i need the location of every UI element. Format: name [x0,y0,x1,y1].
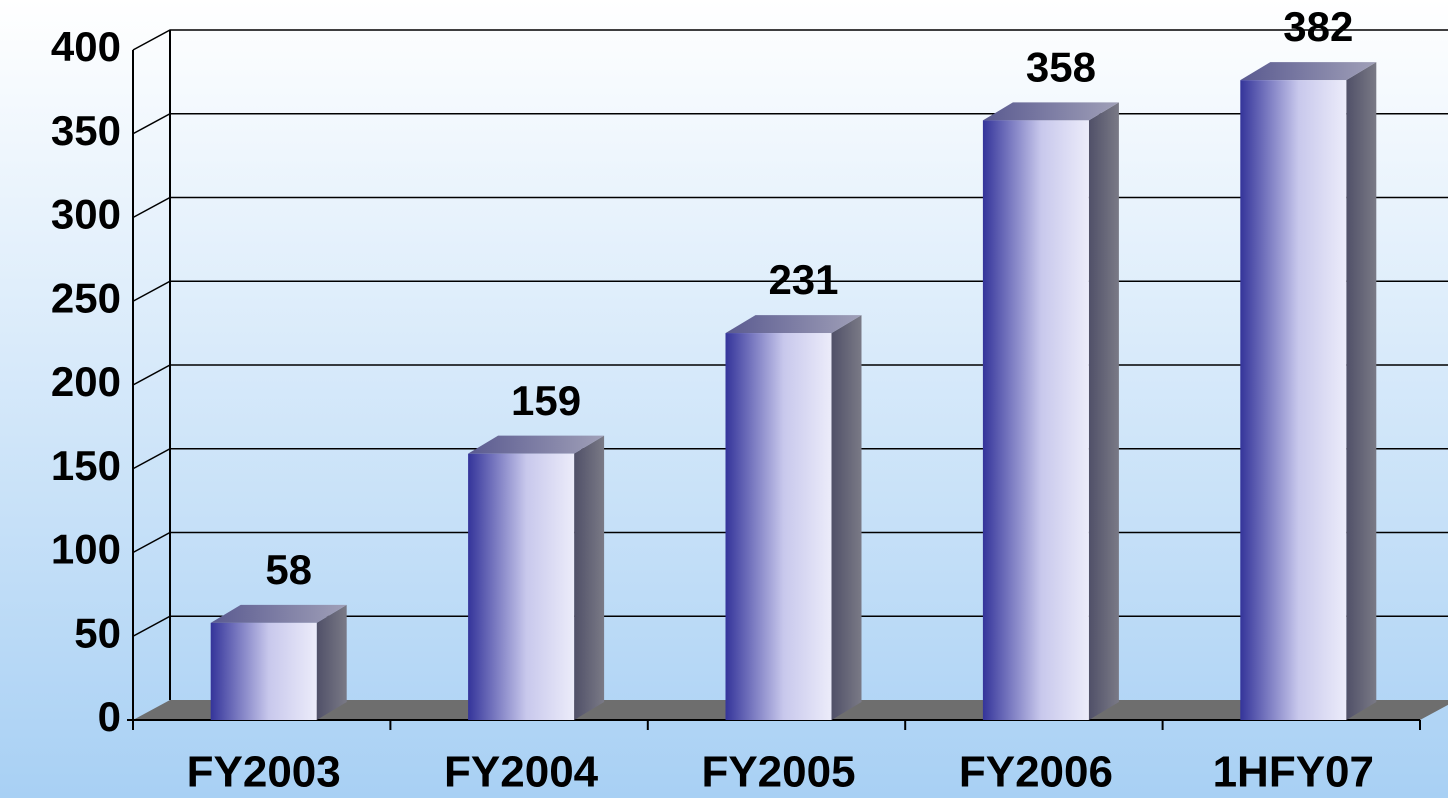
y-tick-label: 400 [51,23,121,70]
y-tick-label: 250 [51,274,121,321]
y-tick-label: 350 [51,107,121,154]
data-label: 382 [1283,3,1353,50]
bar [210,604,347,720]
x-tick-label: FY2006 [959,748,1113,797]
y-tick-label: 300 [51,191,121,238]
data-label: 58 [265,546,312,593]
bar-side [831,315,862,720]
y-tick-label: 150 [51,442,121,489]
data-label: 231 [768,256,838,303]
y-tick-label: 0 [98,693,121,740]
bar-front [982,120,1089,721]
bar-front [210,622,317,720]
bar-side [316,604,347,720]
y-tick-label: 100 [51,526,121,573]
x-tick-label: FY2005 [701,748,855,797]
bar-top [982,102,1119,121]
x-tick-label: 1HFY07 [1213,748,1374,797]
bar [982,102,1119,721]
y-tick-label: 200 [51,358,121,405]
grid-line [132,29,1448,51]
x-tick-label: FY2003 [187,748,341,797]
bar [1240,62,1377,720]
data-label: 358 [1026,43,1096,90]
bar-top [1240,62,1377,81]
bar-front [468,453,575,720]
y-tick-label: 50 [74,609,121,656]
bar-top [468,435,605,454]
bar-side [1088,102,1119,721]
bar [468,435,605,720]
bar-side [1346,62,1377,720]
bar-side [574,435,605,720]
bar-front [1240,80,1347,720]
bar-front [725,333,832,720]
data-label: 159 [511,377,581,424]
bar-top [210,604,347,623]
bar [725,315,862,720]
bar-top [725,315,862,334]
x-tick-label: FY2004 [444,748,599,797]
